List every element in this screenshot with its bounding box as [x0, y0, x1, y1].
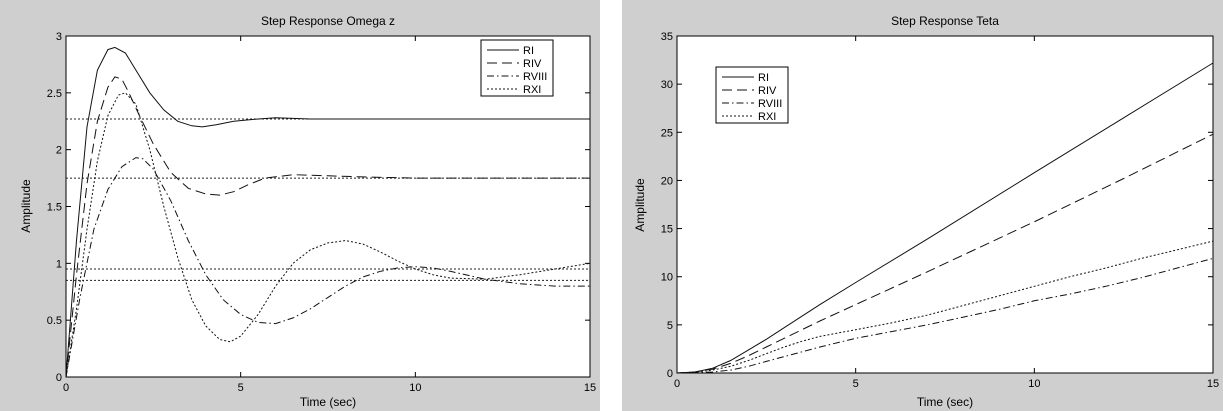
x-axis-label: Time (sec): [300, 395, 356, 409]
y-tick-label: 10: [661, 272, 673, 284]
x-tick-label: 15: [584, 382, 596, 394]
x-tick-label: 10: [409, 382, 421, 394]
y-tick-label: 20: [661, 175, 673, 187]
series-line-ri: [676, 62, 1214, 374]
y-tick-label: 5: [667, 320, 673, 332]
omega-chart-svg: Step Response Omega z Time (sec) Amplitu…: [19, 14, 596, 409]
y-tick-label: 35: [661, 31, 673, 43]
x-tick-label: 0: [674, 378, 680, 390]
chart-title: Step Response Omega z: [261, 14, 395, 28]
series-line-rviii: [65, 157, 590, 378]
y-tick-label: 2.5: [47, 88, 62, 100]
series-lines: [676, 62, 1214, 374]
y-tick-label: 1.5: [47, 202, 62, 214]
legend-label: RI: [523, 45, 534, 57]
series-line-ri: [65, 46, 590, 378]
series-lines: [65, 46, 591, 378]
y-axis-label: Amplitude: [633, 178, 647, 232]
series-line-riv: [676, 133, 1214, 374]
legend-label: RXI: [523, 84, 541, 96]
series-line-rxi: [676, 240, 1214, 374]
y-tick-label: 2: [56, 145, 62, 157]
x-tick-label: 10: [1028, 378, 1040, 390]
axis-ticks: 0 5 10 15 0 5 10 15 20 25 30 35: [661, 31, 1219, 390]
x-tick-label: 5: [238, 382, 244, 394]
y-tick-label: 0: [667, 368, 673, 380]
series-line-rviii: [676, 257, 1214, 374]
axis-ticks: 0 5 10 15 0 0.5 1 1.5 2 2.5 3: [47, 31, 596, 394]
series-line-rxi: [65, 92, 591, 378]
y-axis-label: Amplitude: [19, 179, 33, 233]
x-tick-label: 15: [1207, 378, 1219, 390]
y-tick-label: 3: [56, 31, 62, 43]
legend-label: RVIII: [758, 98, 782, 110]
legend-label: RXI: [758, 111, 776, 123]
y-tick-label: 0.5: [47, 315, 62, 327]
y-tick-label: 30: [661, 79, 673, 91]
series-line-riv: [65, 76, 590, 378]
chart-title: Step Response Teta: [891, 14, 999, 28]
y-tick-label: 25: [661, 127, 673, 139]
legend-label: RI: [758, 72, 769, 84]
y-tick-label: 0: [56, 372, 62, 384]
legend-label: RVIII: [523, 71, 547, 83]
teta-chart-svg: Step Response Teta Time (sec) Amplitude …: [633, 14, 1219, 409]
x-axis-label: Time (sec): [917, 395, 973, 409]
legend-box: [715, 66, 789, 124]
omega-chart-panel: Step Response Omega z Time (sec) Amplitu…: [0, 0, 600, 411]
y-tick-label: 1: [56, 258, 62, 270]
y-tick-label: 15: [661, 224, 673, 236]
x-tick-label: 0: [63, 382, 69, 394]
legend-box: [480, 39, 554, 97]
x-tick-label: 5: [853, 378, 859, 390]
teta-chart-panel: Step Response Teta Time (sec) Amplitude …: [622, 0, 1223, 411]
legend-label: RIV: [523, 58, 542, 70]
legend-label: RIV: [758, 85, 777, 97]
